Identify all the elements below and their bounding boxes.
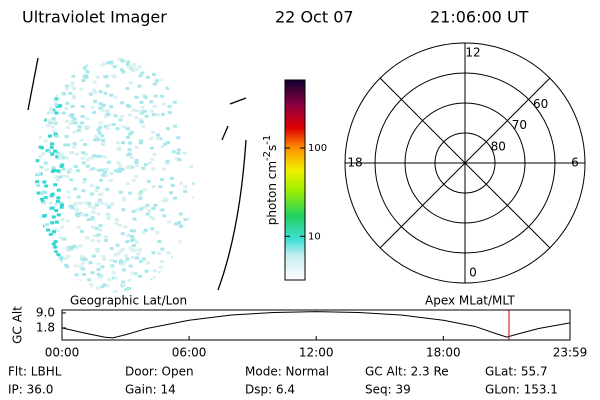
colorbar-tick-label: 100 (308, 143, 327, 154)
date: 22 Oct 07 (275, 8, 354, 27)
lat-label: 80 (491, 139, 506, 153)
info-field: Seq: 39 (365, 383, 411, 397)
uv-image (35, 57, 195, 293)
info-field: Door: Open (125, 365, 194, 379)
info-field: GC Alt: 2.3 Re (365, 365, 449, 379)
x-tick-label: 18:00 (426, 346, 461, 360)
y-axis-label: GC Alt (11, 306, 25, 344)
info-field: Mode: Normal (245, 365, 329, 379)
mlt-label: 0 (469, 266, 477, 280)
x-tick-label: 06:00 (172, 346, 207, 360)
lat-label: 70 (512, 118, 527, 132)
strip-title: Geographic Lat/Lon (70, 294, 187, 308)
info-field: IP: 36.0 (8, 383, 53, 397)
y-tick-label: 1.8 (36, 320, 55, 334)
lat-label: 60 (533, 97, 548, 111)
info-field: Gain: 14 (125, 383, 176, 397)
mlt-label: 12 (465, 46, 480, 60)
colorbar-label: photon cm-2s-1 (262, 135, 279, 226)
limb-lines (27, 57, 247, 291)
colorbar (284, 79, 306, 281)
info-field: Dsp: 6.4 (245, 383, 295, 397)
title: Ultraviolet Imager (22, 8, 167, 27)
mlt-label: 6 (571, 156, 579, 170)
spoke (379, 77, 551, 249)
info-field: Flt: LBHL (8, 365, 62, 379)
time: 21:06:00 UT (430, 8, 529, 27)
info-field: GLon: 153.1 (485, 383, 558, 397)
strip-title: Apex MLat/MLT (425, 294, 515, 308)
altitude-line (61, 311, 571, 339)
x-tick-label: 12:00 (299, 346, 334, 360)
colorbar-tick-label: 10 (308, 231, 321, 242)
y-tick-label: 9.0 (36, 305, 55, 319)
mlt-label: 18 (347, 156, 362, 170)
x-tick-label: 23:59 (553, 346, 588, 360)
x-tick-label: 00:00 (45, 346, 80, 360)
info-field: GLat: 55.7 (485, 365, 548, 379)
strip-frame (61, 309, 571, 341)
